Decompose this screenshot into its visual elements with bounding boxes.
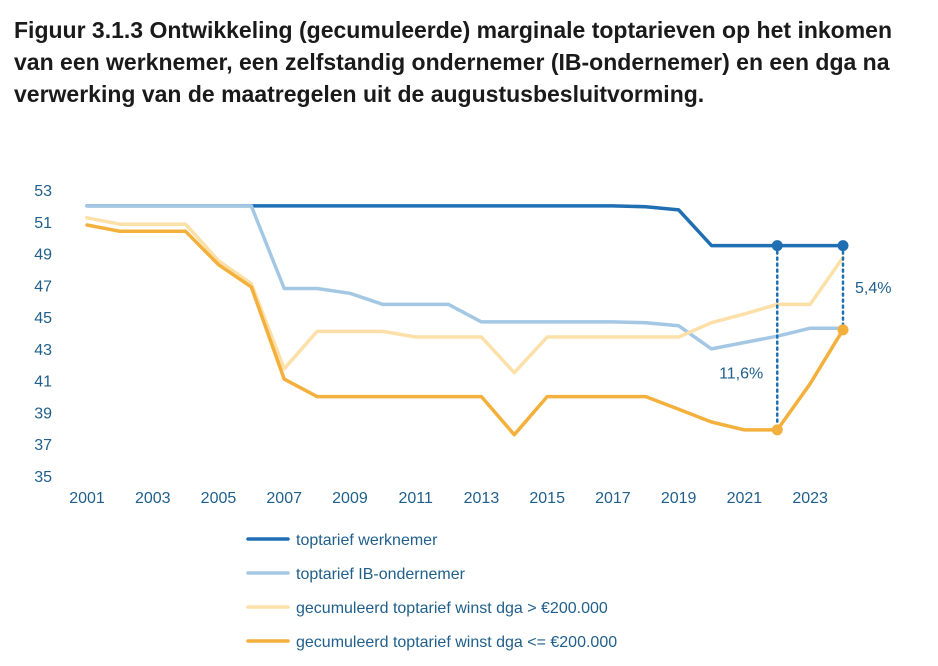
data-point-marker [771, 240, 783, 252]
x-tick-label: 2007 [266, 490, 302, 507]
legend-label: gecumuleerd toptarief winst dga <= €200.… [296, 634, 617, 651]
y-axis: 35 37 39 41 43 45 47 49 51 53 [34, 183, 52, 486]
data-point-marker [771, 424, 783, 436]
annotation-label: 5,4% [855, 280, 891, 297]
y-tick-label: 51 [34, 215, 52, 232]
y-tick-label: 37 [34, 437, 52, 454]
x-tick-label: 2017 [595, 490, 631, 507]
series-line-3 [85, 216, 845, 375]
y-tick-label: 49 [34, 247, 52, 264]
x-tick-label: 2013 [464, 490, 500, 507]
y-tick-label: 53 [34, 183, 52, 200]
x-tick-label: 2009 [332, 490, 368, 507]
annotation-layer: 11,6% 5,4% [719, 240, 891, 436]
annotation-label: 11,6% [719, 366, 763, 383]
legend-item: gecumuleerd toptarief winst dga > €200.0… [246, 600, 608, 617]
chart-title: Figuur 3.1.3 Ontwikkeling (gecumuleerde)… [14, 17, 893, 107]
y-tick-label: 39 [34, 405, 52, 422]
legend-item: toptarief werknemer [246, 532, 438, 549]
x-axis: 2001 2003 2005 2007 2009 2011 2013 2015 2017 2019… [69, 490, 828, 507]
series-line-4 [85, 223, 845, 437]
series-layer [85, 204, 845, 437]
legend-item: gecumuleerd toptarief winst dga <= €200.… [246, 634, 617, 651]
data-point-marker [837, 240, 849, 252]
legend-item: toptarief IB-ondernemer [246, 566, 466, 583]
y-tick-label: 41 [34, 374, 52, 391]
data-point-marker [837, 324, 849, 336]
x-tick-label: 2021 [727, 490, 763, 507]
x-tick-label: 2011 [398, 490, 433, 507]
x-tick-label: 2001 [69, 490, 105, 507]
x-tick-label: 2003 [135, 490, 171, 507]
legend-label: gecumuleerd toptarief winst dga > €200.0… [296, 600, 608, 617]
x-tick-label: 2019 [661, 490, 697, 507]
series-line-2 [85, 204, 845, 351]
legend: toptarief werknemer toptarief IB-ondernem… [246, 532, 617, 651]
legend-label: toptarief IB-ondernemer [296, 566, 466, 583]
legend-label: toptarief werknemer [296, 532, 438, 549]
y-tick-label: 47 [34, 278, 52, 295]
y-tick-label: 35 [34, 469, 52, 486]
x-tick-label: 2015 [529, 490, 565, 507]
y-tick-label: 45 [34, 310, 52, 327]
y-tick-label: 43 [34, 342, 52, 359]
x-tick-label: 2005 [201, 490, 237, 507]
x-tick-label: 2023 [792, 490, 828, 507]
